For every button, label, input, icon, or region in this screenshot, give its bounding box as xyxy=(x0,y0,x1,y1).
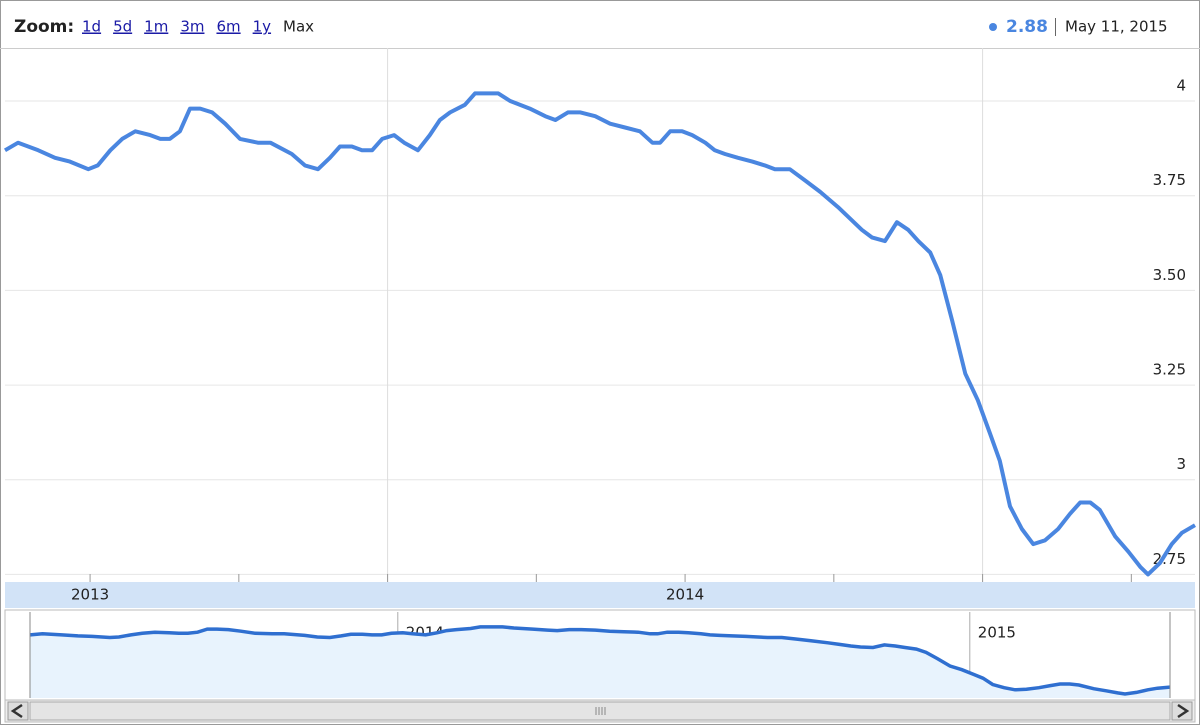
arrow-right xyxy=(1177,703,1190,719)
current-value: 2.88 xyxy=(1006,17,1048,37)
price-line xyxy=(3,91,1197,577)
y-tick-label: 3.50 xyxy=(1153,266,1186,284)
scroll-thumb[interactable] xyxy=(29,701,1171,721)
legend-dot xyxy=(989,23,997,31)
current-date: May 11, 2015 xyxy=(1065,18,1168,36)
y-tick-label: 3.25 xyxy=(1153,361,1186,379)
zoom-option[interactable]: 1d xyxy=(82,18,101,36)
zoom-option[interactable]: 1m xyxy=(144,18,168,36)
grip xyxy=(595,707,606,715)
zoom-option[interactable]: 6m xyxy=(216,18,240,36)
zoom-option[interactable]: 1y xyxy=(253,18,272,36)
nav-area xyxy=(30,626,1170,698)
y-tick-label: 3 xyxy=(1176,455,1186,473)
nav-line xyxy=(29,625,1171,696)
y-tick-label: 4 xyxy=(1176,77,1186,95)
zoom-option[interactable]: 5d xyxy=(113,18,132,36)
zoom-label: Zoom: xyxy=(14,17,74,37)
nav-tick-label: 2015 xyxy=(978,624,1016,642)
scroll-right[interactable] xyxy=(1171,701,1193,721)
x-tick-label: 2014 xyxy=(666,586,704,604)
zoom-option: Max xyxy=(283,18,314,36)
y-tick-label: 3.75 xyxy=(1153,171,1186,189)
x-tick-label: 2013 xyxy=(71,586,109,604)
arrow-left xyxy=(10,703,23,719)
scroll-left[interactable] xyxy=(7,701,29,721)
zoom-option[interactable]: 3m xyxy=(180,18,204,36)
x-axis-band xyxy=(5,582,1195,608)
